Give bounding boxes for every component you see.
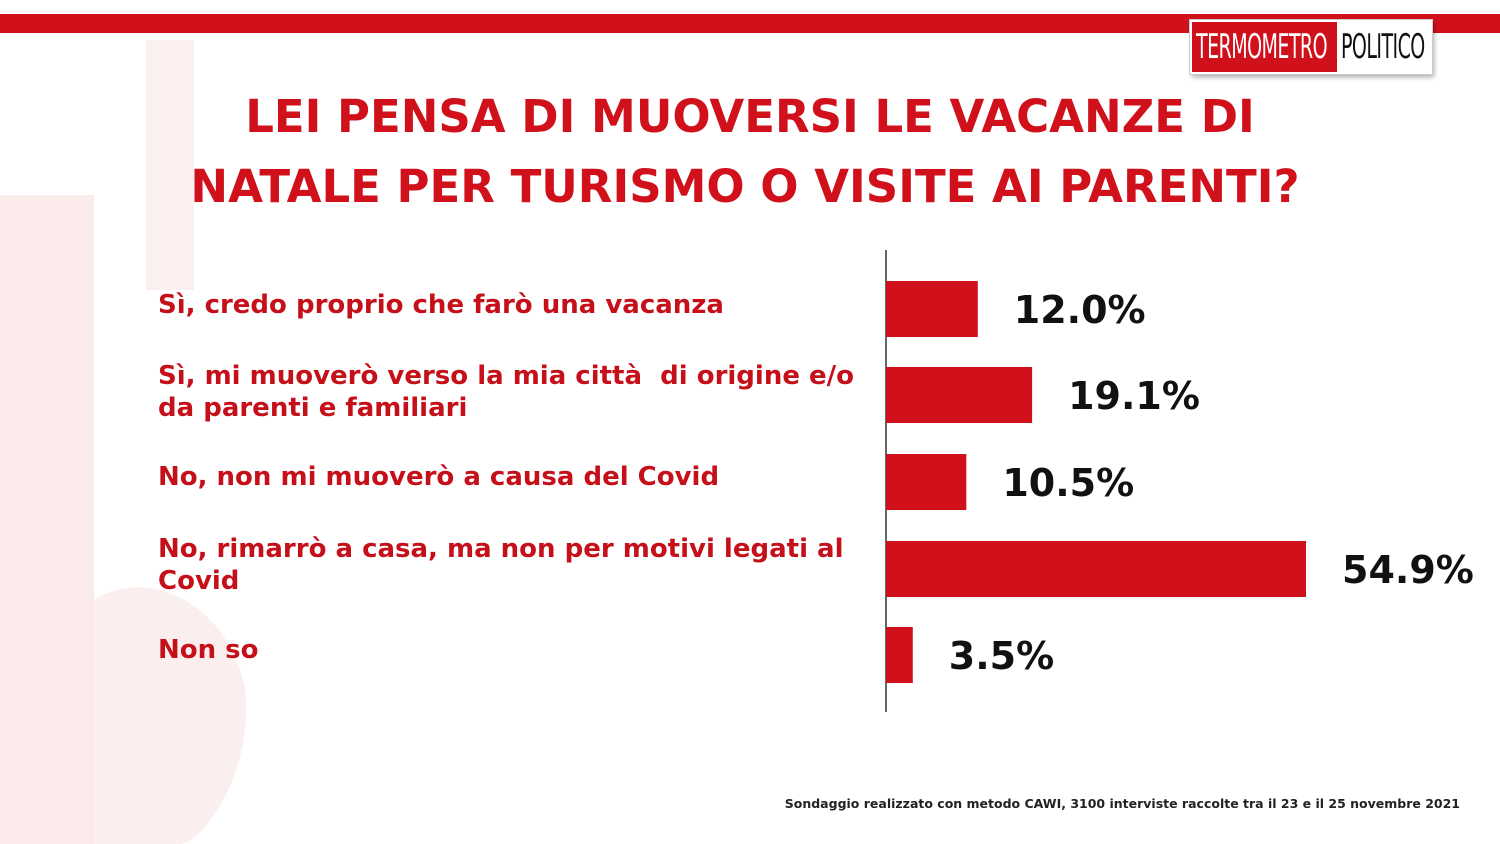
category-label-0: Sì, credo proprio che farò una vacanza	[158, 290, 724, 320]
termometro-politico-logo: TERMOMETRO POLITICO	[1189, 19, 1433, 75]
chart-title-line2: NATALE PER TURISMO O VISITE AI PARENTI?	[190, 160, 1300, 213]
value-label-0: 12.0%	[1014, 288, 1146, 332]
bar-0	[886, 281, 978, 337]
chart-title: LEI PENSA DI MUOVERSI LE VACANZE DI NATA…	[100, 82, 1400, 222]
category-label-2: No, non mi muoverò a causa del Covid	[158, 462, 720, 492]
category-label-4: Non so	[158, 635, 259, 665]
logo-part-termometro: TERMOMETRO	[1192, 22, 1337, 72]
watermark-curve	[94, 587, 247, 844]
bar-4	[886, 627, 913, 683]
value-label-2: 10.5%	[1002, 461, 1134, 505]
category-label-3: No, rimarrò a casa, ma non per motivi le…	[158, 534, 853, 596]
watermark-stem	[146, 40, 194, 290]
bar-1	[886, 367, 1033, 423]
value-label-1: 19.1%	[1068, 374, 1200, 418]
top-stripe	[0, 14, 1500, 33]
bar-3	[886, 541, 1306, 597]
footnote: Sondaggio realizzato con metodo CAWI, 31…	[784, 796, 1460, 811]
value-label-4: 3.5%	[949, 634, 1054, 678]
value-label-3: 54.9%	[1342, 548, 1474, 592]
watermark-bar	[0, 195, 94, 844]
logo-part-politico: POLITICO	[1337, 22, 1430, 72]
category-label-1: Sì, mi muoverò verso la mia città di ori…	[158, 361, 864, 423]
chart-title-line1: LEI PENSA DI MUOVERSI LE VACANZE DI	[245, 90, 1255, 143]
bar-2	[886, 454, 967, 510]
